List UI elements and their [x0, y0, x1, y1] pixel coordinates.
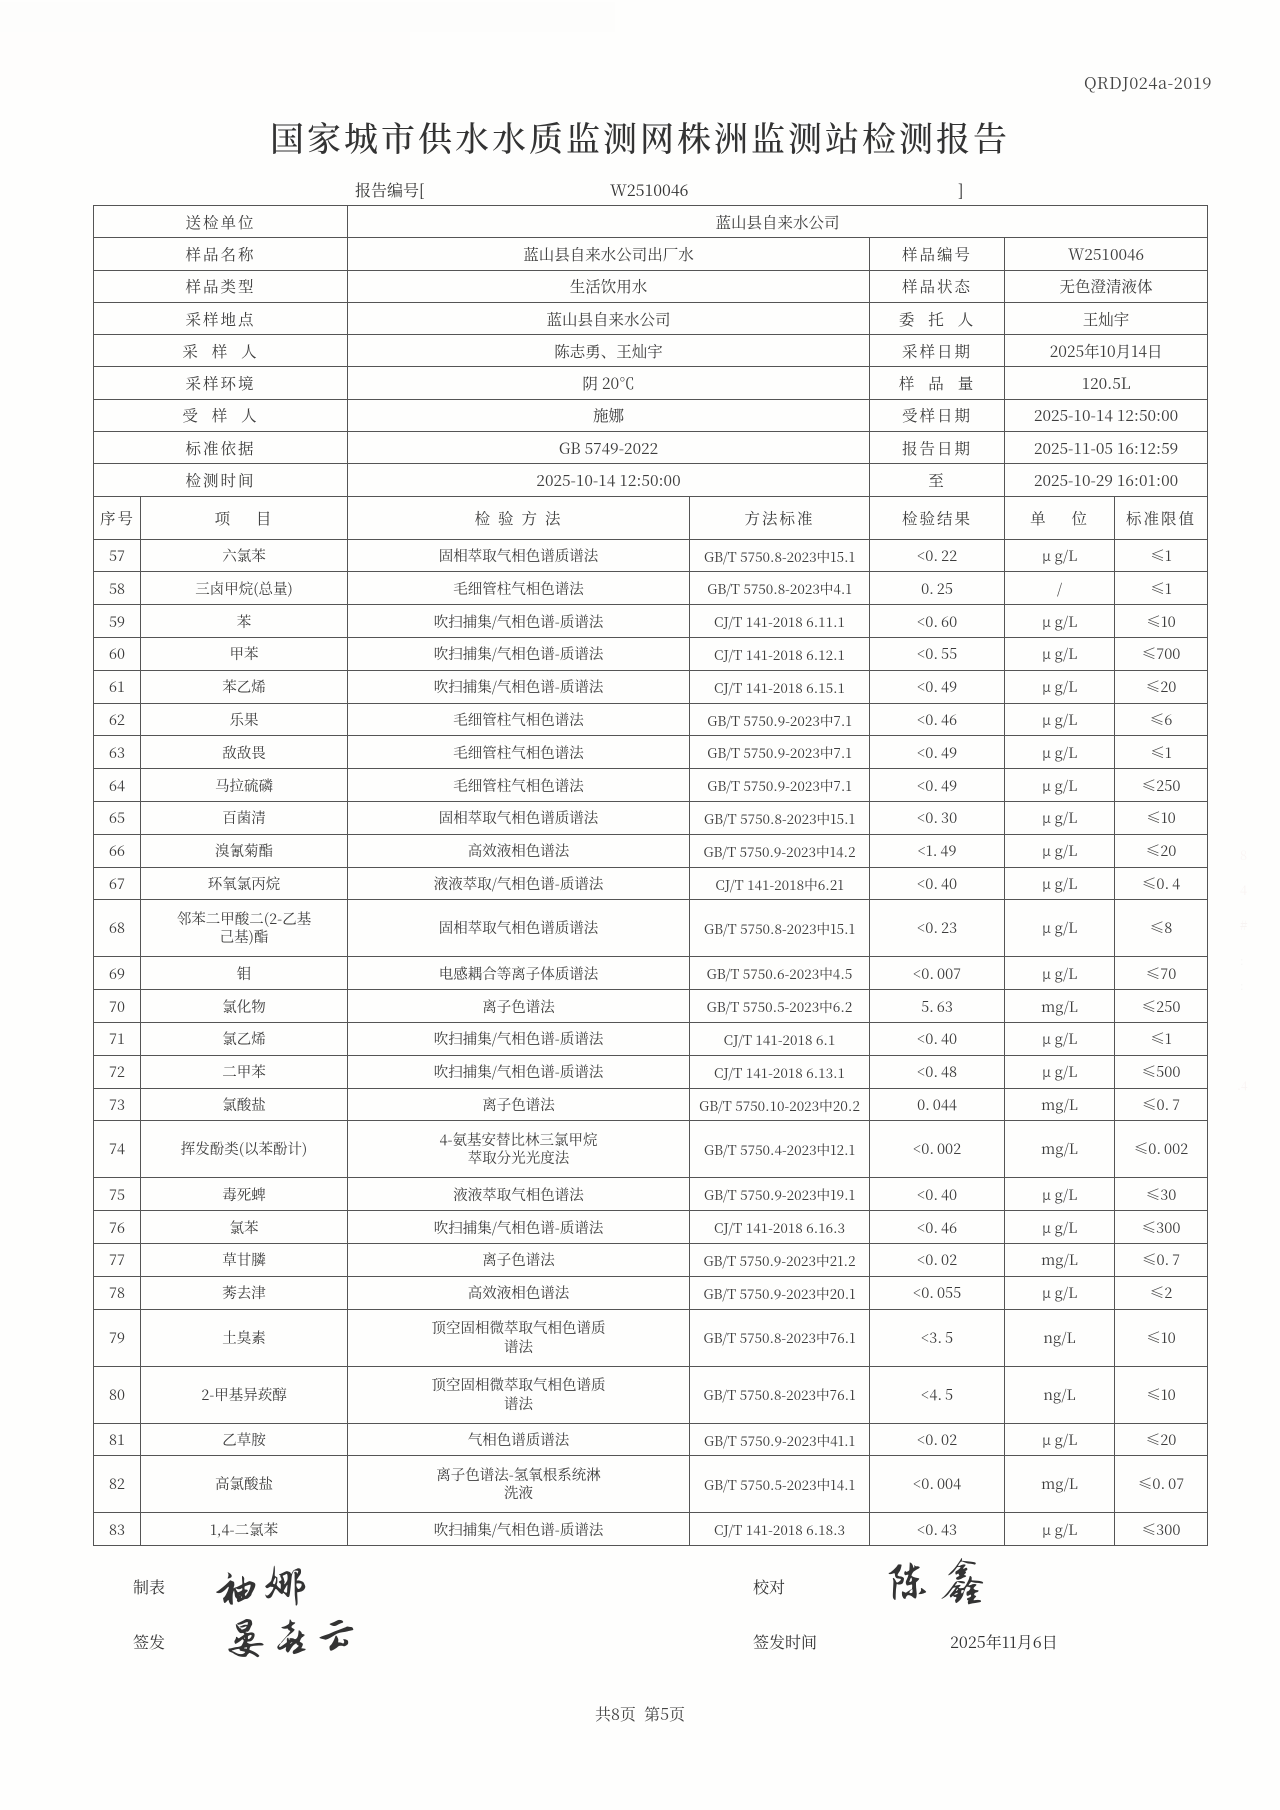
svg-text:.4: .4 [1237, 1077, 1248, 1094]
svg-text::: : [1240, 978, 1244, 994]
svg-text:4: 4 [1240, 880, 1247, 899]
svg-text:8: 8 [1240, 845, 1247, 864]
svg-text::: : [1240, 953, 1244, 969]
svg-text:#: # [1240, 915, 1248, 934]
